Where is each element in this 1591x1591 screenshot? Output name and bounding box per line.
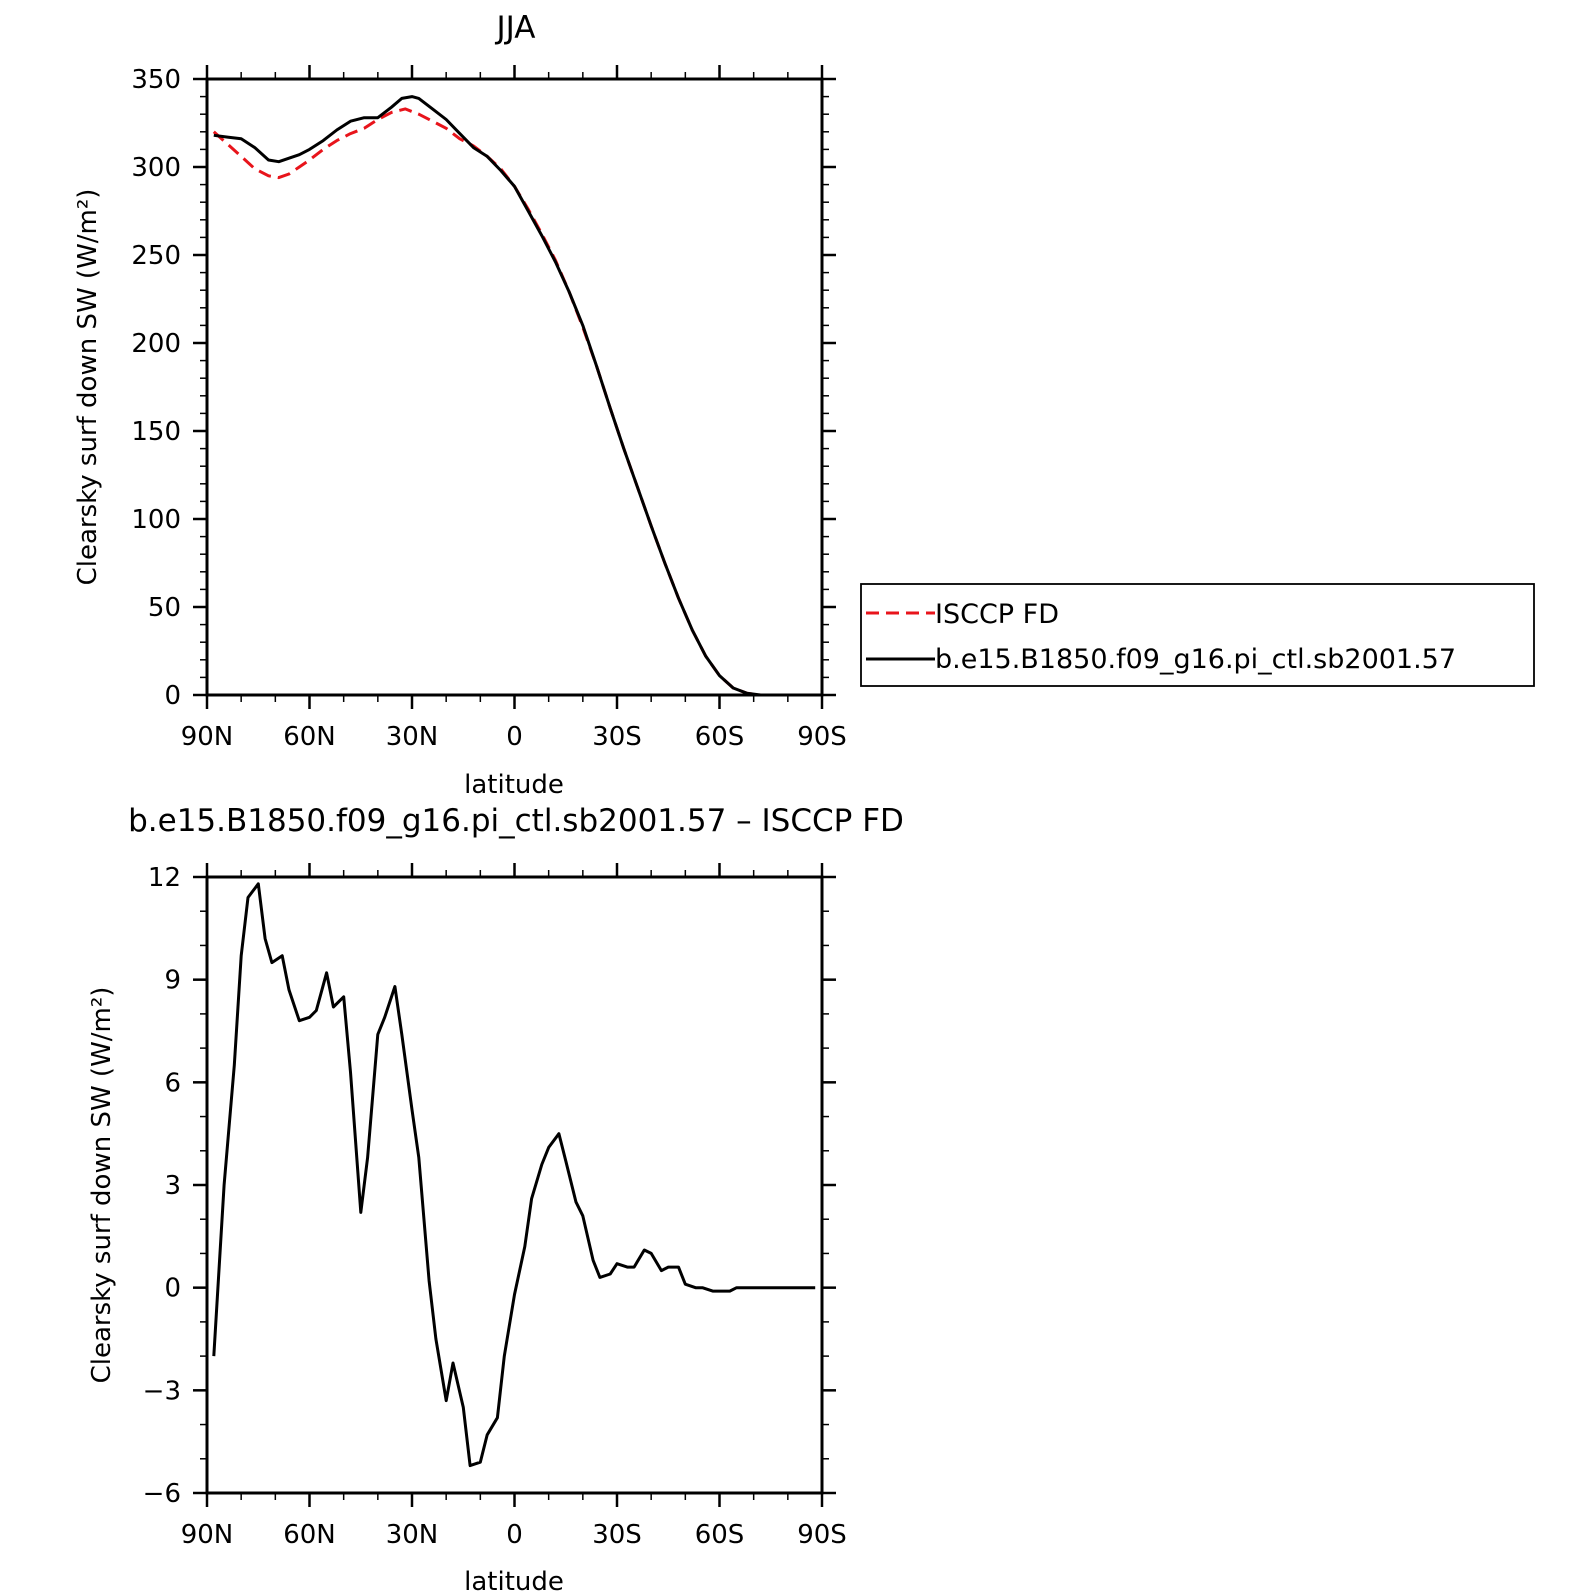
top-x-tick-label: 60S <box>695 722 745 752</box>
top-tick-labels: 90N 60N 30N 0 30S 60S 90S 0 50 100 150 200 250 300 350 <box>131 65 846 752</box>
legend-label-model: b.e15.B1850.f09_g16.pi_ctl.sb2001.57 <box>935 644 1456 675</box>
top-y-tick-label: 0 <box>164 681 181 711</box>
top-panel: JJA 90N 60N 30N 0 30S 60S 90S 0 50 100 150 200 250 30… <box>73 10 847 800</box>
bottom-plot-frame <box>205 875 824 1495</box>
top-y-tick-label: 200 <box>131 329 181 359</box>
top-x-axis-label: latitude <box>464 770 564 800</box>
top-y-tick-label: 250 <box>131 241 181 271</box>
top-x-tick-label: 60N <box>283 722 336 752</box>
top-y-tick-label: 350 <box>131 65 181 95</box>
top-y-tick-label: 50 <box>148 593 181 623</box>
top-y-tick-label: 100 <box>131 505 181 535</box>
top-x-tick-label: 30N <box>386 722 439 752</box>
bottom-y-tick-label: 12 <box>148 863 181 893</box>
bottom-y-tick-label: 0 <box>164 1274 181 1304</box>
bottom-series-layer <box>212 882 816 1468</box>
legend: ISCCP FD b.e15.B1850.f09_g16.pi_ctl.sb20… <box>860 583 1535 687</box>
top-x-tick-label: 30S <box>592 722 642 752</box>
bottom-x-tick-label: 30S <box>592 1520 642 1550</box>
bottom-x-axis-label: latitude <box>464 1567 564 1591</box>
top-x-tick-label: 0 <box>506 722 523 752</box>
top-series-line-1 <box>213 95 816 697</box>
bottom-tick-marks <box>193 863 836 1507</box>
top-x-tick-label: 90S <box>797 722 847 752</box>
top-series-line-0 <box>212 107 816 697</box>
bottom-y-axis-label: Clearsky surf down SW (W/m²) <box>87 987 117 1384</box>
bottom-x-tick-label: 90N <box>181 1520 234 1550</box>
bottom-x-tick-label: 60N <box>283 1520 336 1550</box>
bottom-x-tick-label: 30N <box>386 1520 439 1550</box>
top-y-tick-label: 300 <box>131 153 181 183</box>
bottom-chart-title: b.e15.B1850.f09_g16.pi_ctl.sb2001.57 – I… <box>128 803 904 839</box>
bottom-panel: b.e15.B1850.f09_g16.pi_ctl.sb2001.57 – I… <box>87 803 904 1591</box>
legend-box <box>860 583 1535 687</box>
bottom-y-tick-label: −3 <box>143 1376 181 1406</box>
top-y-axis-label: Clearsky surf down SW (W/m²) <box>73 189 103 586</box>
bottom-x-tick-label: 90S <box>797 1520 847 1550</box>
top-plot-frame <box>205 77 824 697</box>
legend-label-isccp-fd: ISCCP FD <box>935 599 1059 630</box>
top-y-tick-label: 150 <box>131 417 181 447</box>
bottom-tick-labels: 90N 60N 30N 0 30S 60S 90S −6 −3 0 3 6 9 12 <box>143 863 847 1550</box>
top-series-layer <box>212 95 816 697</box>
bottom-x-tick-label: 60S <box>695 1520 745 1550</box>
bottom-y-tick-label: 6 <box>164 1068 181 1098</box>
bottom-y-tick-label: −6 <box>143 1479 181 1509</box>
top-x-tick-label: 90N <box>181 722 234 752</box>
bottom-series-line-0 <box>212 882 816 1468</box>
top-tick-marks <box>193 65 836 709</box>
bottom-x-tick-label: 0 <box>506 1520 523 1550</box>
bottom-y-tick-label: 9 <box>164 966 181 996</box>
top-chart-title: JJA <box>495 10 536 46</box>
bottom-y-tick-label: 3 <box>164 1171 181 1201</box>
